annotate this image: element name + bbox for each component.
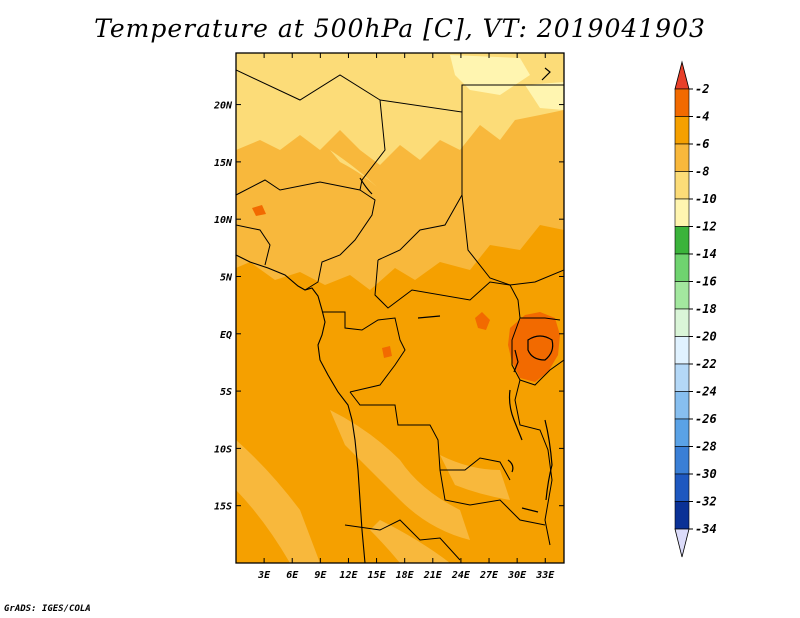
lon-label: 18E	[396, 570, 415, 581]
colorbar-swatch	[674, 226, 690, 255]
colorbar-label: -10	[695, 192, 717, 206]
colorbar-swatch	[674, 473, 690, 502]
lon-label: 9E	[314, 570, 327, 581]
lakes	[359, 67, 554, 513]
colorbar-swatch	[674, 363, 690, 392]
lon-label: 15E	[368, 570, 387, 581]
colorbar-swatch	[674, 336, 690, 365]
colorbar-label: -16	[695, 275, 717, 289]
lat-label: 10S	[214, 444, 232, 455]
axis-ticks	[236, 53, 564, 563]
colorbar-bottom-arrow	[674, 528, 690, 558]
band-2-4-warm-3	[382, 346, 392, 358]
colorbar-swatch	[674, 143, 690, 172]
latitude-labels: 20N 15N 10N 5N EQ 5S 10S 15S	[213, 101, 233, 513]
lon-label: 21E	[423, 570, 443, 581]
colorbar-label: -34	[695, 522, 717, 536]
colorbar-label: -2	[695, 82, 709, 96]
colorbar-label: -4	[695, 110, 709, 124]
colorbar-label: -28	[695, 440, 717, 454]
colorbar: -2 -4 -6 -8 -10 -12 -14 -16 -18 -20 -22 -24 -26 -28 -3…	[674, 60, 717, 558]
lat-label: 20N	[213, 101, 233, 112]
band-2-4-warm-2	[475, 312, 490, 330]
temperature-field	[236, 53, 564, 563]
lon-label: 27E	[479, 570, 499, 581]
lon-label: 30E	[507, 570, 527, 581]
country-borders	[236, 69, 564, 561]
colorbar-swatch	[674, 446, 690, 475]
band-2-4-warm	[508, 312, 560, 382]
lat-label: 5S	[220, 387, 232, 398]
chart-title: Temperature at 500hPa [C], VT: 201904190…	[94, 14, 706, 43]
colorbar-swatch	[674, 281, 690, 310]
colorbar-label: -20	[695, 330, 717, 344]
lon-label: 6E	[286, 570, 299, 581]
band-6-8-south-2	[236, 440, 320, 563]
colorbar-label: -18	[695, 302, 717, 316]
colorbar-swatch	[674, 418, 690, 447]
colorbar-swatch	[674, 198, 690, 227]
colorbar-label: -26	[695, 412, 717, 426]
map-frame	[235, 52, 565, 564]
colorbar-swatch	[674, 391, 690, 420]
band-10-12-patch-2	[525, 82, 564, 110]
lon-label: 12E	[339, 570, 358, 581]
colorbar-label: -8	[695, 165, 709, 179]
band-2-4-warm-4	[252, 205, 266, 216]
lon-label: 3E	[257, 570, 271, 581]
colorbar-swatch	[674, 308, 690, 337]
band-6-8-south-3	[440, 455, 510, 500]
colorbar-label: -32	[695, 495, 717, 509]
band-6-8-south-1	[330, 410, 470, 540]
colorbar-label: -22	[695, 357, 717, 371]
grads-credit: GrADS: IGES/COLA	[4, 604, 91, 614]
colorbar-swatch	[674, 501, 690, 530]
colorbar-swatch	[674, 171, 690, 200]
colorbar-label: -30	[695, 467, 717, 481]
lat-label: 5N	[220, 272, 233, 283]
lat-label: 10N	[214, 215, 233, 226]
colorbar-swatch	[674, 253, 690, 282]
lat-label: 15N	[214, 158, 233, 169]
band-6-8-south-4	[370, 520, 450, 563]
colorbar-label: -6	[695, 137, 709, 151]
colorbar-swatch	[674, 116, 690, 145]
colorbar-label: -12	[695, 220, 717, 234]
lat-label: 15S	[214, 502, 232, 513]
lon-label: 33E	[535, 570, 555, 581]
lat-label: EQ	[220, 330, 232, 341]
band-8-10-streak	[330, 150, 380, 190]
colorbar-label: -14	[695, 247, 717, 261]
colorbar-swatch	[674, 88, 690, 117]
longitude-labels: 3E 6E 9E 12E 15E 18E 21E 24E 27E 30E 33E	[257, 570, 555, 581]
lon-label: 24E	[451, 570, 471, 581]
coastline	[236, 254, 366, 563]
colorbar-label: -24	[695, 385, 717, 399]
colorbar-top-arrow	[674, 60, 690, 90]
